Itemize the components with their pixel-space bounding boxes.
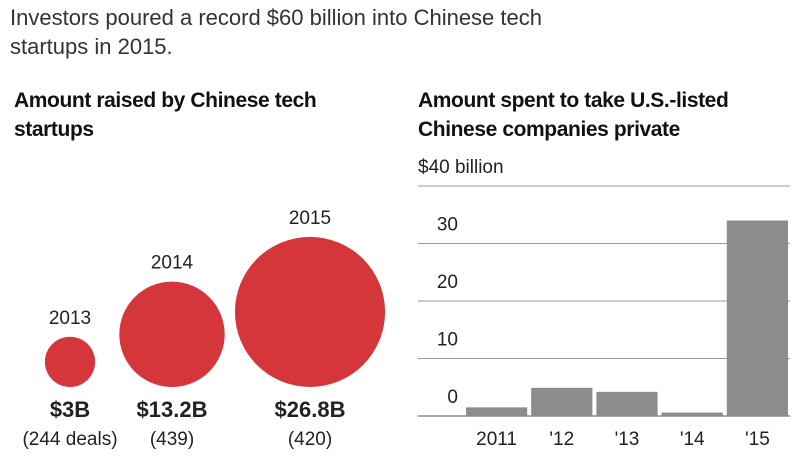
category-label: 2014	[151, 253, 194, 274]
bar	[531, 387, 593, 416]
y-tick-label: 10	[437, 330, 458, 351]
bubble	[44, 336, 96, 387]
x-tick-label: '12	[549, 429, 574, 450]
x-tick-label: 2011	[476, 429, 517, 450]
deal-label: (420)	[288, 429, 332, 450]
bar	[726, 220, 788, 416]
bubble	[119, 281, 225, 387]
value-label: $13.2B	[137, 397, 208, 422]
y-tick-label: 0	[447, 387, 458, 408]
y-tick-label: 30	[437, 215, 458, 236]
category-label: 2015	[289, 208, 331, 229]
x-tick-label: '13	[615, 429, 640, 450]
headline: Investors poured a record $60 billion in…	[10, 5, 542, 59]
x-tick-label: '15	[745, 429, 770, 450]
bar	[596, 391, 658, 416]
bar	[661, 412, 723, 416]
bubble	[234, 236, 386, 387]
chart-title: Amount raised by Chinese tech startups	[14, 89, 317, 141]
bar	[466, 407, 528, 416]
value-label: $3B	[50, 397, 90, 422]
deal-label: (244 deals)	[22, 429, 117, 450]
y-tick-label: $40 billion	[418, 157, 504, 178]
y-tick-label: 20	[437, 272, 458, 293]
value-label: $26.8B	[275, 397, 346, 422]
category-label: 2013	[49, 308, 91, 329]
deal-label: (439)	[150, 429, 194, 450]
x-tick-label: '14	[680, 429, 705, 450]
chart-title: Amount spent to take U.S.-listed Chinese…	[418, 89, 729, 141]
